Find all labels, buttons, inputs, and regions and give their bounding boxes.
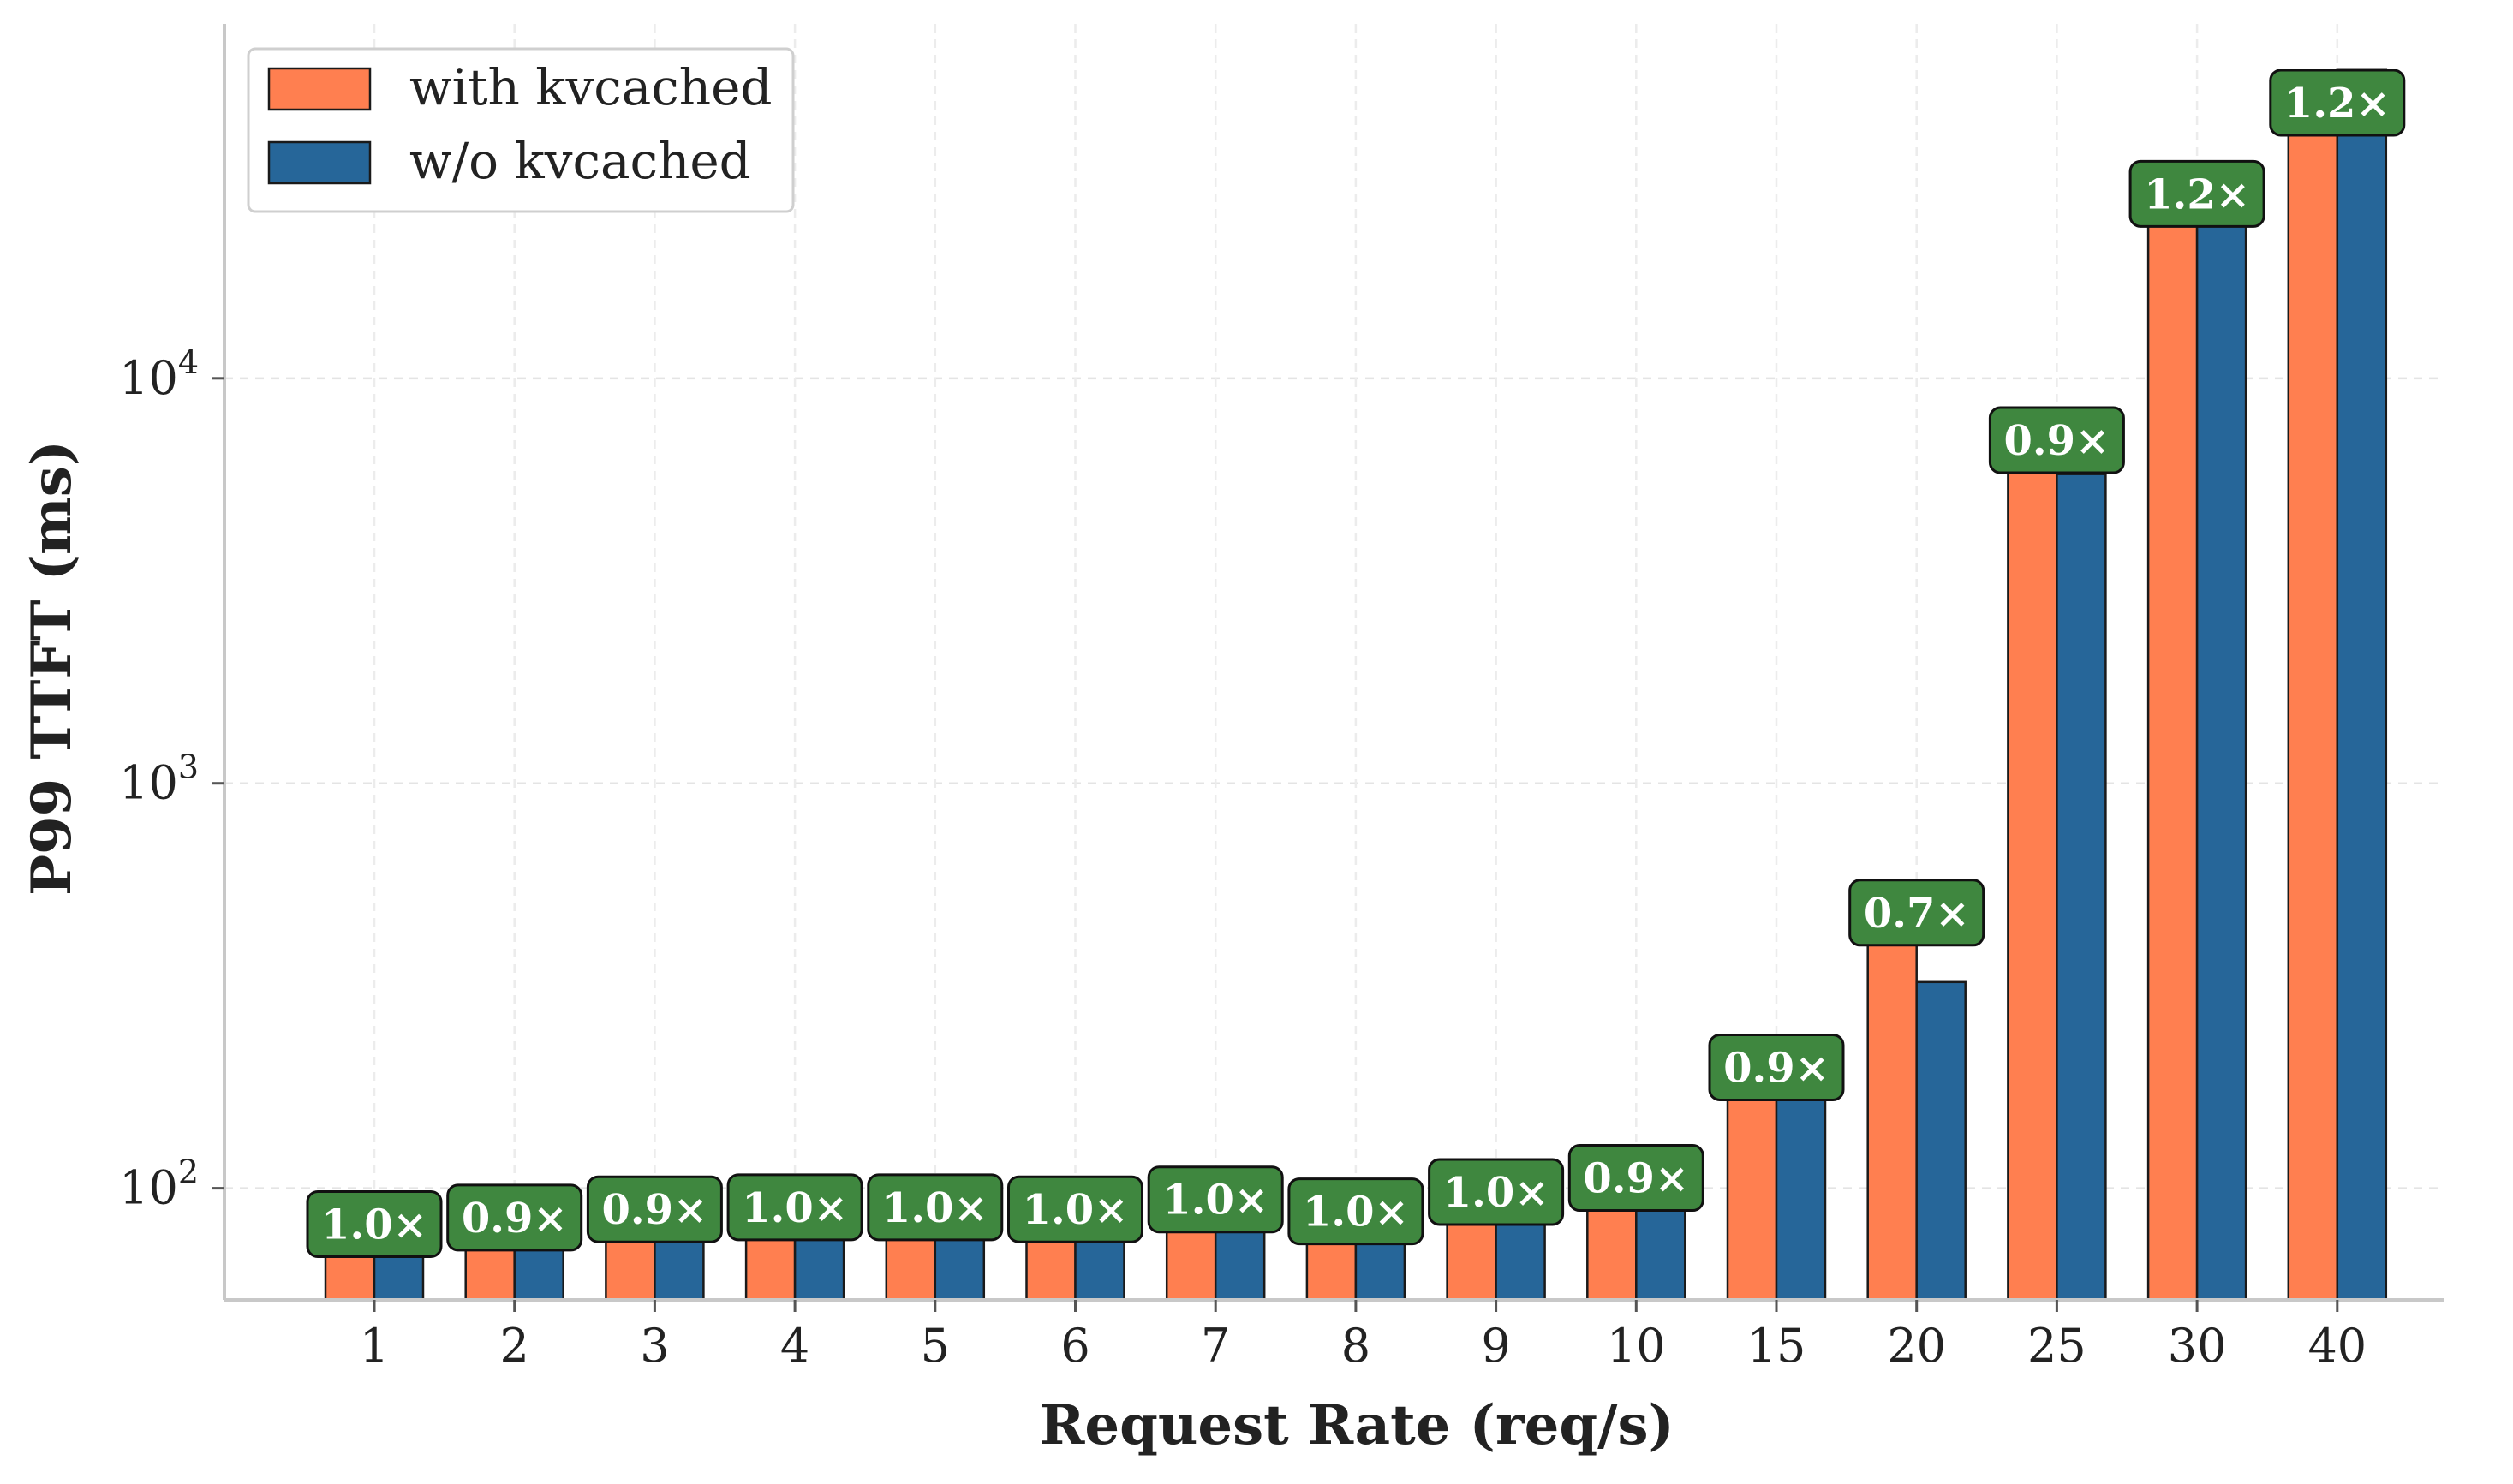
bar-with-kvcached: [1866, 915, 1918, 1302]
x-tick-label: 30: [2168, 1319, 2227, 1373]
legend-label: w/o kvcached: [409, 132, 751, 190]
x-tick-label: 1: [360, 1319, 389, 1373]
ratio-label: 1.0×: [1303, 1189, 1409, 1237]
ratio-label: 1.0×: [742, 1184, 848, 1232]
y-tick-label: 104: [119, 343, 199, 405]
legend: with kvcached w/o kvcached: [247, 47, 795, 213]
bars: [324, 68, 2388, 1302]
bar-without-kvcached: [1915, 980, 1967, 1302]
ratio-label: 1.2×: [2144, 170, 2250, 218]
bar-without-kvcached: [513, 1242, 564, 1302]
ratio-label: 1.0×: [1162, 1177, 1268, 1225]
legend-label: with kvcached: [409, 58, 773, 116]
ratio-badge: [867, 1173, 1004, 1242]
ratio-label: 0.9×: [1583, 1155, 1689, 1203]
ratio-label: 0.9×: [2004, 417, 2110, 465]
bar-without-kvcached: [2056, 473, 2107, 1302]
ratio-label: 1.0×: [1443, 1169, 1549, 1217]
x-tick-label: 10: [1607, 1319, 1666, 1373]
ratio-badge: [1287, 1177, 1424, 1246]
x-tick-label: 2: [500, 1319, 529, 1373]
legend-swatch: [267, 67, 372, 111]
ratio-label: 0.9×: [1723, 1044, 1830, 1092]
ratio-badge: [1147, 1165, 1284, 1234]
y-tick-label: 103: [119, 748, 199, 810]
x-tick-label: 15: [1747, 1319, 1806, 1373]
ratio-label: 0.7×: [1864, 890, 1970, 938]
x-tick-label: 9: [1481, 1319, 1510, 1373]
ratio-label: 1.0×: [882, 1184, 988, 1232]
x-tick-label: 7: [1201, 1319, 1230, 1373]
axes: 102 103 104 1 2 3 4 5 6 7 8 9 10 15 20 25 30 40: [119, 24, 2444, 1373]
x-axis-title: Request Rate (req/s): [1039, 1393, 1674, 1457]
bar-with-kvcached: [2007, 442, 2058, 1302]
ratio-label: 0.9×: [602, 1186, 708, 1234]
ratio-badge: [1007, 1175, 1143, 1243]
x-tick-label: 25: [2027, 1319, 2086, 1373]
bar-without-kvcached: [1635, 1200, 1686, 1302]
x-tick-label: 5: [921, 1319, 950, 1373]
ratio-label: 1.2×: [2284, 80, 2391, 128]
ratio-badge: [586, 1175, 723, 1243]
x-tick-label: 8: [1341, 1319, 1370, 1373]
ratio-label: 1.0×: [1023, 1186, 1129, 1234]
bar-with-kvcached: [2146, 196, 2199, 1302]
ratio-annotations: 1.0× 0.9× 0.9× 1.0× 1.0× 1.0× 1.0× 1.0× 1.0× 0.9×…: [306, 69, 2406, 1258]
legend-box: [247, 47, 795, 213]
bar-with-kvcached: [2287, 104, 2339, 1302]
legend-swatch: [267, 140, 372, 185]
grid: [224, 24, 2444, 1300]
bar-without-kvcached: [1775, 1095, 1827, 1302]
ratio-badge: [726, 1173, 863, 1242]
ratio-badge: [1848, 879, 1985, 947]
ratio-badge: [1708, 1033, 1845, 1101]
x-tick-label: 4: [780, 1319, 809, 1373]
x-tick-label: 20: [1887, 1319, 1946, 1373]
x-tick-label: 40: [2307, 1319, 2367, 1373]
bar-with-kvcached: [1726, 1070, 1778, 1302]
y-axis-title: P99 TTFT (ms): [20, 440, 84, 896]
ratio-badge: [2269, 69, 2406, 137]
ratio-badge: [1988, 406, 2125, 474]
bar-without-kvcached: [2195, 162, 2247, 1302]
ratio-badge: [1567, 1144, 1704, 1213]
y-tick-label: 102: [119, 1153, 199, 1215]
ratio-label: 1.0×: [321, 1201, 427, 1249]
ratio-badge: [446, 1183, 583, 1252]
ratio-label: 0.9×: [462, 1195, 568, 1243]
bar-without-kvcached: [2336, 68, 2388, 1302]
ratio-badge: [1428, 1158, 1565, 1226]
ratio-badge: [2128, 159, 2265, 228]
ratio-badge: [306, 1189, 443, 1258]
x-tick-label: 6: [1060, 1319, 1089, 1373]
x-tick-label: 3: [640, 1319, 669, 1373]
